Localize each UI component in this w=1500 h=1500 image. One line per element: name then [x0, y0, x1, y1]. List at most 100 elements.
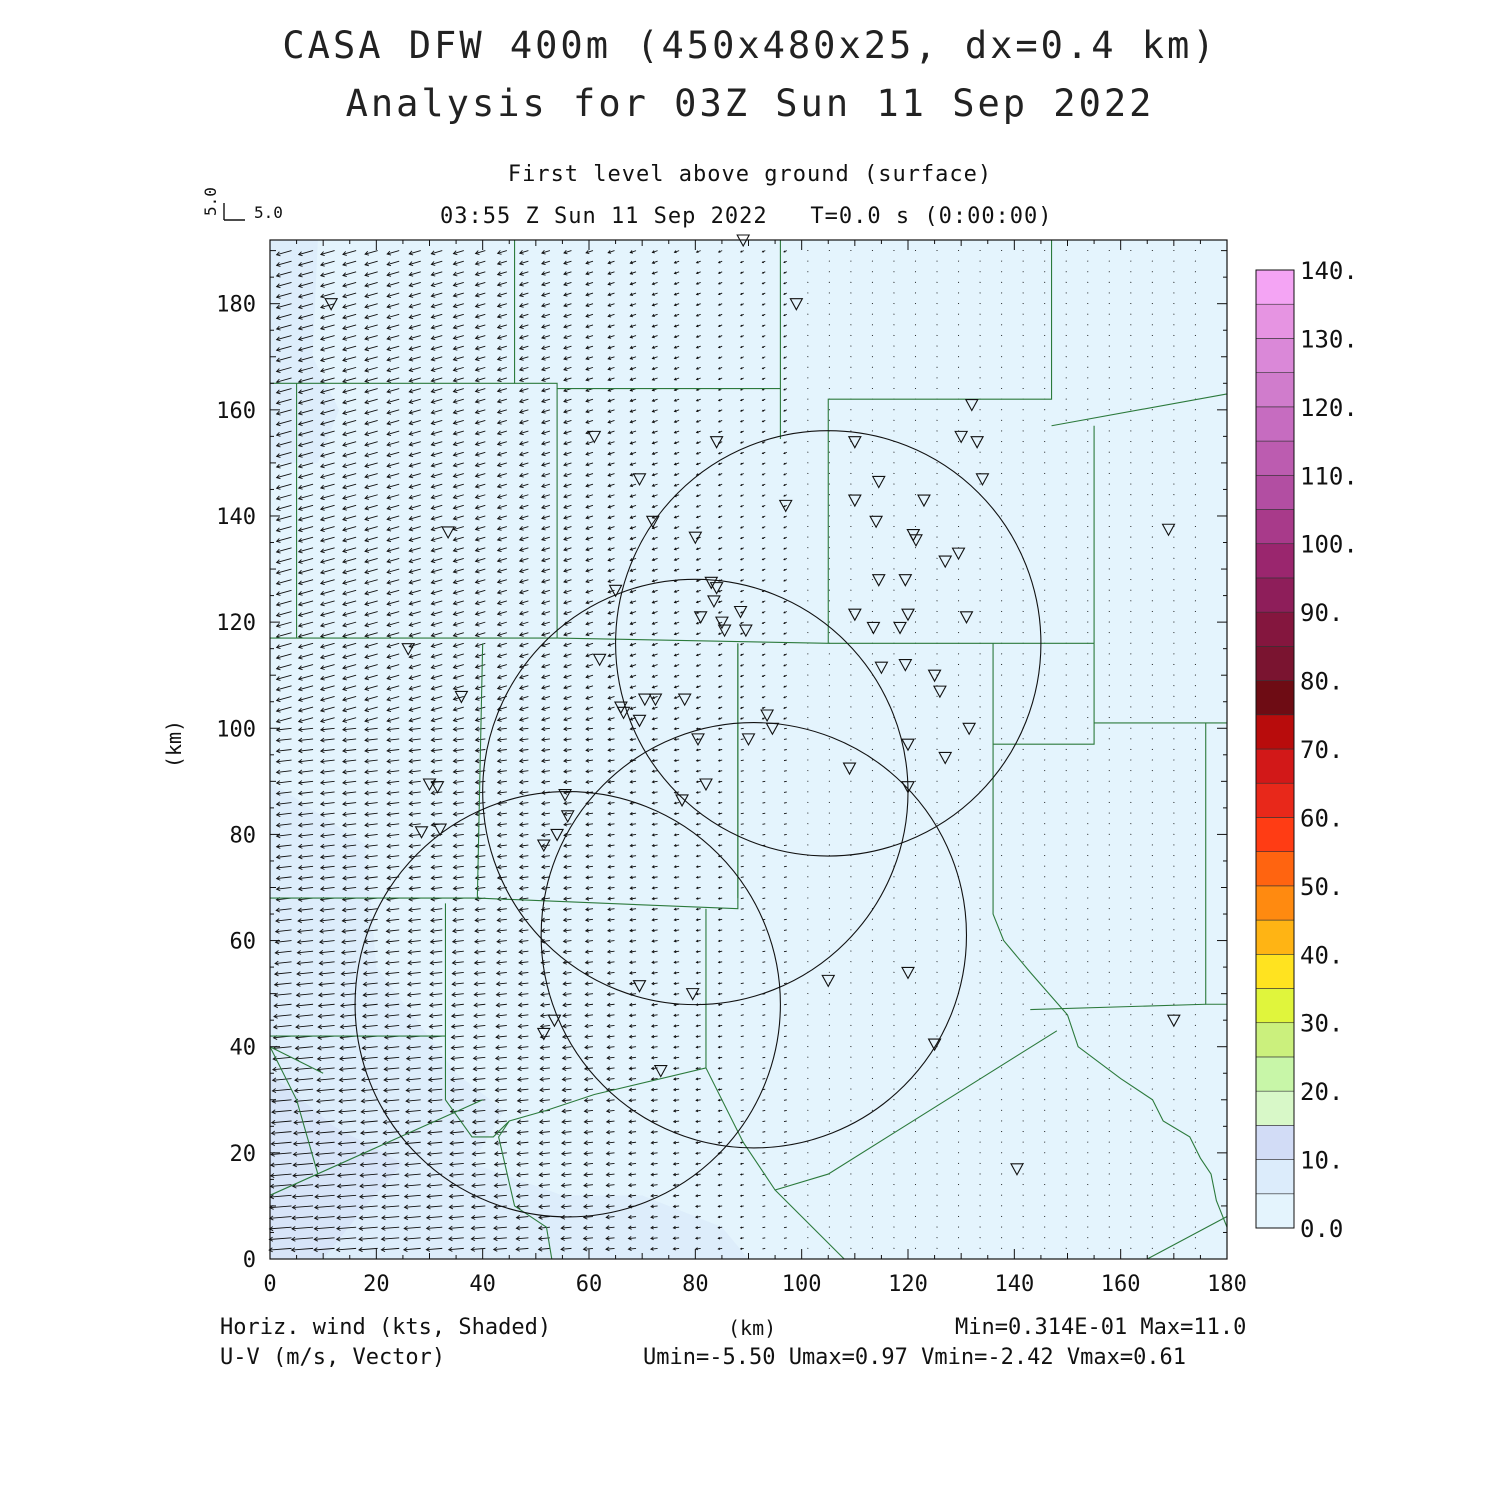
wind-vector [607, 982, 615, 985]
wind-vector [541, 664, 551, 668]
wind-vector-head [342, 474, 347, 479]
wind-vector [606, 1237, 615, 1240]
wind-vector [608, 558, 615, 561]
wind-vector [519, 812, 529, 815]
wind-vector [563, 441, 572, 445]
wind-vector-head [628, 1130, 633, 1135]
wind-vector-head [585, 717, 590, 722]
wind-vector-head [695, 664, 699, 667]
wind-vector-head [275, 665, 281, 671]
wind-vector [563, 674, 572, 678]
wind-vector-head [740, 452, 743, 455]
wind-vector [342, 558, 357, 563]
wind-vector-head [783, 515, 786, 518]
wind-vector [652, 812, 658, 815]
wind-vector-head [384, 1024, 389, 1030]
wind-vector [541, 833, 550, 836]
wind-vector-head [342, 548, 347, 554]
wind-vector-head [563, 441, 568, 446]
wind-vector-head [717, 971, 721, 975]
wind-vector [651, 1205, 658, 1208]
wind-vector-head [673, 643, 677, 646]
wind-vector-head [275, 686, 281, 692]
wind-vector-head [430, 822, 436, 828]
wind-vector [783, 738, 787, 740]
wind-vector-head [496, 515, 502, 521]
wind-vector [628, 1184, 637, 1186]
wind-vector [541, 547, 551, 551]
wind-vector-head [717, 558, 721, 561]
wind-vector [519, 515, 529, 520]
wind-vector [586, 780, 594, 783]
wind-vector-head [430, 462, 436, 468]
wind-vector-head [297, 758, 303, 764]
wind-vector [337, 1173, 357, 1177]
wind-vector [563, 812, 572, 815]
wind-vector [276, 865, 292, 869]
wind-vector-head [629, 695, 634, 700]
footer-minmax-stats: Min=0.314E-01 Max=11.0 [955, 1315, 1247, 1340]
wind-vector-head [651, 950, 655, 954]
wind-vector-head [629, 664, 634, 668]
wind-vector-head [430, 685, 436, 691]
wind-vector-head [560, 1151, 566, 1156]
wind-vector-head [606, 981, 611, 986]
wind-vector-head [275, 612, 281, 618]
wind-vector [563, 855, 572, 858]
wind-vector [409, 558, 421, 563]
wind-vector [359, 1194, 378, 1198]
wind-vector-head [650, 1024, 655, 1028]
wind-vector [608, 653, 615, 657]
wind-vector [740, 833, 744, 836]
wind-vector [363, 950, 378, 954]
wind-vector-head [493, 1151, 499, 1157]
wind-vector-head [673, 706, 677, 710]
wind-vector-head [563, 589, 568, 594]
wind-vector [275, 950, 292, 954]
wind-vector-head [717, 960, 721, 964]
wind-vector [497, 473, 507, 477]
wind-vector-head [651, 1013, 655, 1018]
wind-vector-head [341, 918, 347, 923]
wind-vector [652, 918, 658, 921]
wind-vector-head [541, 779, 546, 785]
wind-vector [342, 865, 357, 869]
wind-vector-head [474, 758, 480, 764]
wind-vector-head [405, 1066, 411, 1072]
wind-vector-head [275, 854, 281, 860]
wind-vector [519, 887, 529, 890]
wind-vector-head [606, 960, 611, 965]
wind-vector-head [717, 886, 721, 890]
wind-vector-head [673, 759, 677, 763]
wind-vector [298, 589, 314, 595]
wind-vector [338, 1152, 357, 1155]
wind-vector-head [629, 621, 634, 626]
wind-vector [320, 462, 335, 468]
wind-vector-head [582, 1225, 588, 1231]
wind-vector [650, 1226, 658, 1229]
wind-vector-head [585, 907, 590, 912]
wind-vector-head [342, 865, 347, 870]
wind-vector-head [275, 453, 281, 458]
wind-vector [651, 1131, 658, 1133]
wind-vector-head [695, 717, 699, 720]
wind-vector-head [448, 1225, 453, 1231]
wind-vector-head [518, 451, 524, 457]
wind-vector-head [364, 558, 370, 564]
wind-vector [387, 738, 400, 741]
wind-vector [540, 1046, 550, 1049]
wind-vector-head [607, 717, 612, 721]
wind-vector [471, 1194, 486, 1197]
wind-vector [762, 1099, 766, 1101]
wind-vector-head [408, 579, 414, 585]
wind-vector [364, 876, 378, 879]
shading-region [270, 781, 749, 1259]
wind-vector [607, 993, 615, 995]
wind-vector-head [695, 780, 699, 784]
wind-vector [276, 759, 292, 763]
wind-vector-head [407, 971, 412, 976]
wind-vector-head [607, 589, 612, 594]
wind-vector [453, 526, 464, 531]
wind-vector [541, 717, 551, 721]
wind-vector [320, 802, 335, 805]
